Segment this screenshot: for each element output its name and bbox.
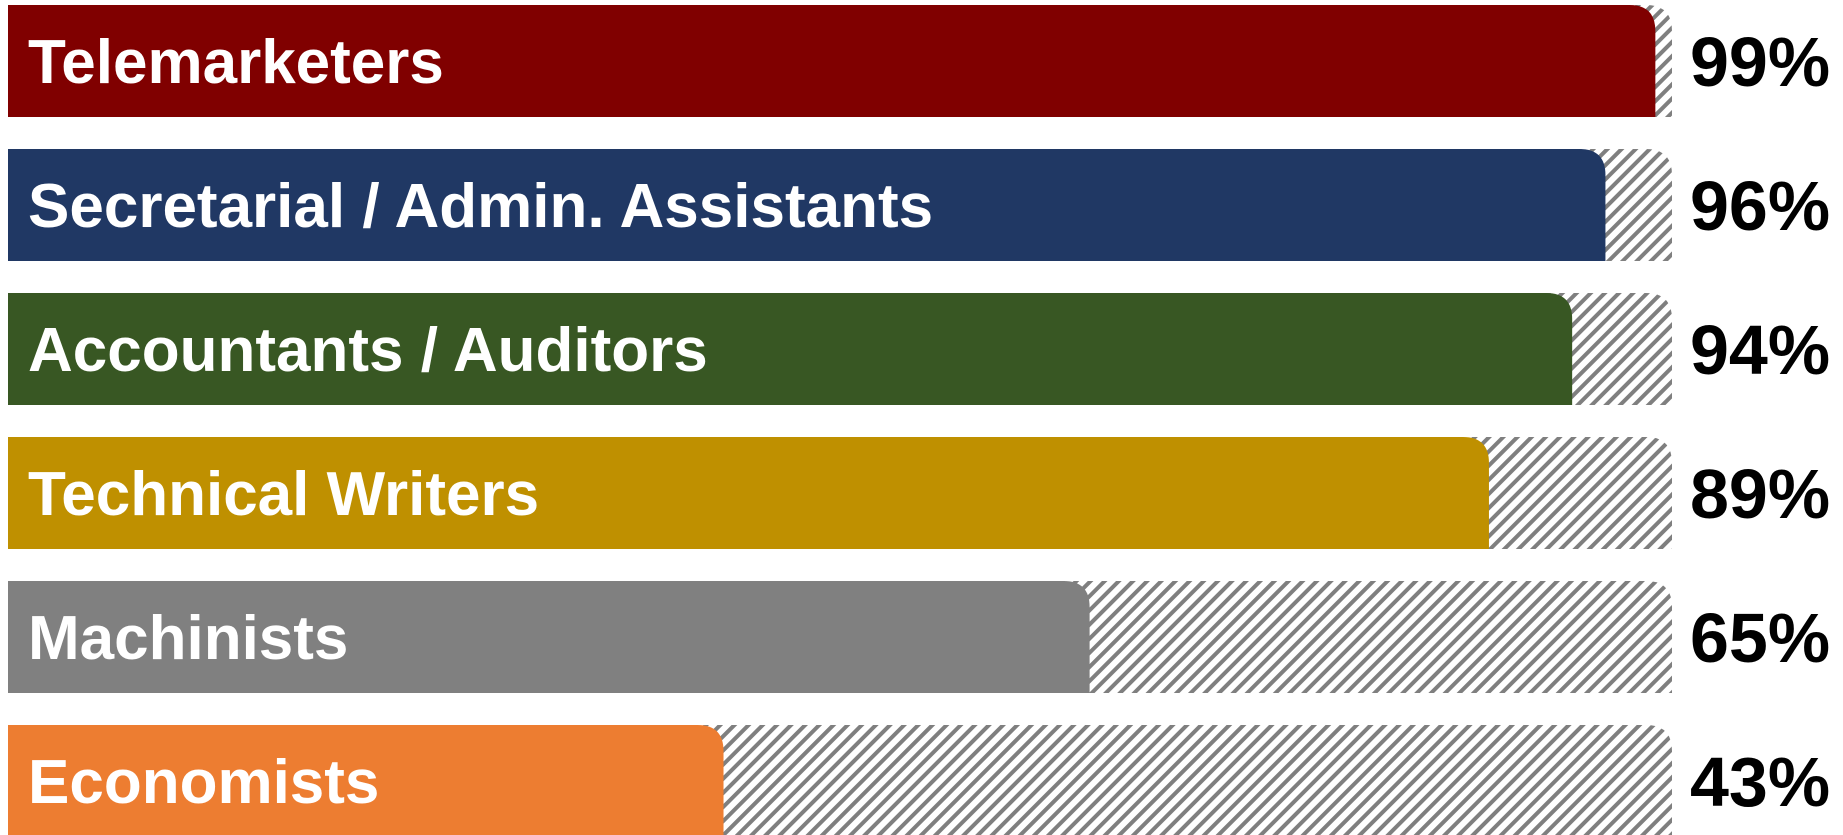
bar-technical-writers — [8, 437, 1489, 549]
bar-label-telemarketers: Telemarketers — [28, 28, 444, 97]
bar-label-machinists: Machinists — [28, 604, 348, 673]
bar-label-economists: Economists — [28, 748, 379, 817]
value-label-secretarial-admin-assistants: 96% — [1690, 167, 1830, 245]
bar-telemarketers — [8, 5, 1656, 117]
bar-economists — [8, 725, 724, 835]
bar-row-accountants-auditors: Accountants / Auditors 94% — [8, 293, 1830, 405]
bar-row-secretarial-admin-assistants: Secretarial / Admin. Assistants 96% — [8, 149, 1830, 261]
bars-group: Telemarketers 99% Secretarial / Admin. Ass… — [8, 5, 1830, 835]
bar-label-accountants-auditors: Accountants / Auditors — [28, 316, 708, 385]
value-label-telemarketers: 99% — [1690, 23, 1830, 101]
value-label-economists: 43% — [1690, 743, 1830, 821]
bar-secretarial-admin-assistants — [8, 149, 1606, 261]
bar-label-technical-writers: Technical Writers — [28, 460, 539, 529]
value-label-accountants-auditors: 94% — [1690, 311, 1830, 389]
value-label-technical-writers: 89% — [1690, 455, 1830, 533]
bar-label-secretarial-admin-assistants: Secretarial / Admin. Assistants — [28, 172, 933, 241]
bar-machinists — [8, 581, 1090, 693]
value-label-machinists: 65% — [1690, 599, 1830, 677]
bar-row-economists: Economists 43% — [8, 725, 1830, 835]
bar-row-machinists: Machinists 65% — [8, 581, 1830, 693]
bar-accountants-auditors — [8, 293, 1573, 405]
bar-row-technical-writers: Technical Writers 89% — [8, 437, 1830, 549]
bar-row-telemarketers: Telemarketers 99% — [8, 5, 1830, 117]
